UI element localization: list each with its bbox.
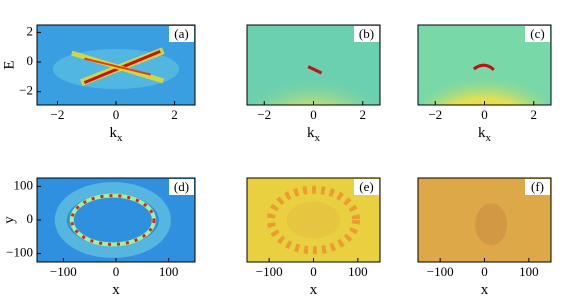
heatmap-spot <box>472 63 495 71</box>
x-axis-label: x <box>481 282 489 298</box>
x-tick-label: 0 <box>481 107 488 122</box>
x-tick-label: −100 <box>256 264 283 279</box>
panel: −100 0 100 x (f) <box>417 177 552 298</box>
panel: −2 0 2 kx (c) <box>417 24 552 144</box>
x-axis-label-main: k <box>110 125 118 141</box>
x-tick-label: 0 <box>113 264 120 279</box>
x-tick-label: 100 <box>348 264 368 279</box>
heatmap-core <box>475 203 508 246</box>
panel-label: (f) <box>531 179 544 194</box>
y-axis-label: E <box>1 60 17 69</box>
y-tick-label: −100 <box>6 245 33 260</box>
x-tick-label: −100 <box>50 264 77 279</box>
heatmap-spot <box>307 65 323 75</box>
panel-label: (a) <box>174 26 188 41</box>
panel-label-box <box>525 26 550 42</box>
x-tick-label: 100 <box>519 264 539 279</box>
heatmap-ring <box>266 185 361 255</box>
heatmap <box>37 178 195 262</box>
x-tick-label: −2 <box>428 107 442 122</box>
x-tick-label: 0 <box>310 264 317 279</box>
x-tick-label: 2 <box>360 107 367 122</box>
panel-label: (b) <box>359 26 374 41</box>
y-tick-label: 0 <box>27 53 34 68</box>
y-tick-label: 100 <box>14 177 34 192</box>
y-tick-label: −2 <box>19 83 33 98</box>
x-axis-label: x <box>112 282 120 298</box>
x-axis-label: x <box>310 282 318 298</box>
panel: −100 0 100 −100 0 100 x y (d) <box>1 177 196 298</box>
panel-label-box <box>169 26 194 42</box>
x-axis-label-main: x <box>112 282 120 298</box>
panel-label-box <box>354 26 379 42</box>
x-tick-label: 0 <box>113 107 120 122</box>
y-axis-label: y <box>1 216 17 224</box>
x-axis-label-main: k <box>478 125 486 141</box>
heatmap-ring <box>70 194 156 246</box>
x-tick-label: 0 <box>310 107 317 122</box>
panel-label: (d) <box>174 179 189 194</box>
x-tick-label: 0 <box>481 264 488 279</box>
x-axis-label-sub: x <box>486 132 492 144</box>
x-tick-label: −100 <box>427 264 454 279</box>
x-tick-label: 100 <box>159 264 179 279</box>
x-axis-label-sub: x <box>315 132 321 144</box>
x-axis-label: kx <box>307 125 321 143</box>
heatmap-core <box>286 201 341 239</box>
x-tick-label: 2 <box>171 107 178 122</box>
y-tick-label: 2 <box>27 23 34 38</box>
heatmap-dome <box>253 55 374 105</box>
panel: −100 0 100 x (e) <box>246 177 381 298</box>
y-tick-label: 0 <box>27 211 34 226</box>
x-axis-label-main: x <box>481 282 489 298</box>
panel: −2 0 2 −2 0 2 kx E (a) <box>1 23 196 144</box>
x-axis-label: kx <box>478 125 492 143</box>
panel-label-box <box>169 179 194 195</box>
heatmap-dome <box>423 53 546 105</box>
x-axis-label-main: k <box>307 125 315 141</box>
panel-label: (e) <box>359 179 373 194</box>
heatmap-halo <box>54 182 171 258</box>
x-axis-label: kx <box>110 125 124 143</box>
x-tick-label: −2 <box>51 107 65 122</box>
panel-label-box <box>525 179 550 195</box>
x-axis-label-main: x <box>310 282 318 298</box>
heatmap <box>37 25 195 105</box>
panel-label-box <box>354 179 379 195</box>
heatmap-streak <box>84 57 151 76</box>
panel-label: (c) <box>530 26 544 41</box>
x-tick-label: −2 <box>257 107 271 122</box>
panel: −2 0 2 kx (b) <box>246 24 381 144</box>
x-tick-label: 2 <box>531 107 538 122</box>
x-axis-label-sub: x <box>117 132 123 144</box>
